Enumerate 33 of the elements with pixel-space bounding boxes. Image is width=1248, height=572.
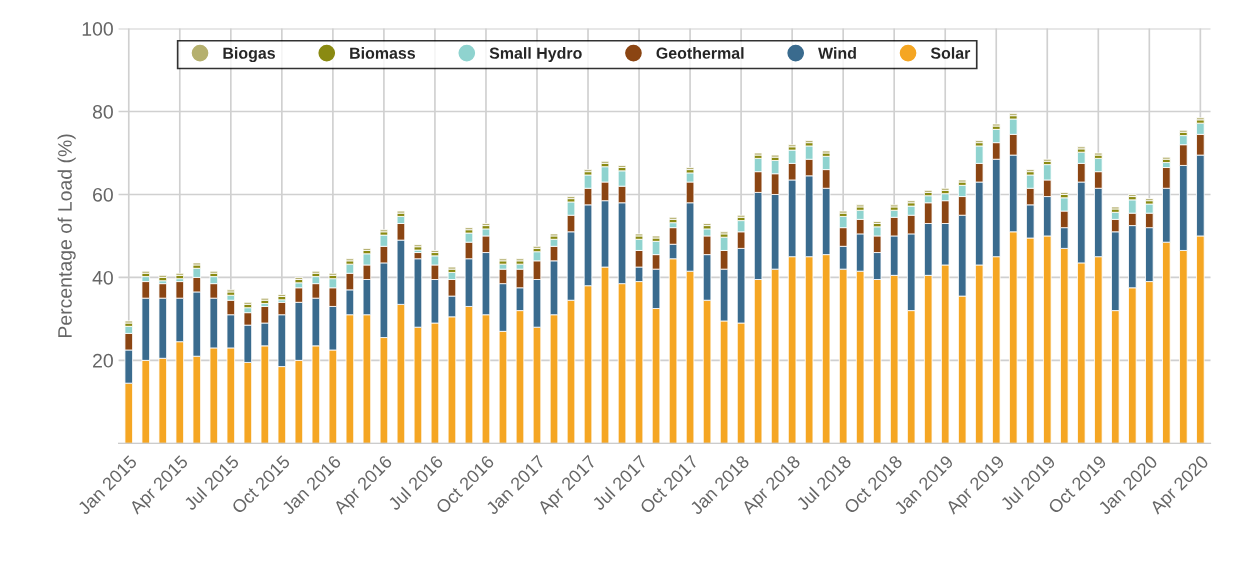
bar [175,272,185,276]
bar [362,247,372,251]
bar [1043,158,1052,162]
y-tick-label: 100 [82,22,113,36]
bar [923,189,933,193]
legend-label: Small Hydro [489,47,582,63]
legend-label: Wind [818,47,856,59]
bar [617,165,627,168]
bar [872,221,882,224]
bar [328,272,338,276]
bar [430,250,440,253]
bar [158,274,168,278]
bar [1060,191,1069,195]
bar [294,277,304,280]
y-tick-label: 60 [93,187,113,202]
legend-label: Geothermal [656,47,744,59]
bar [702,223,712,226]
bar [243,301,253,305]
y-tick-label: 80 [92,105,113,119]
bar [532,245,542,249]
legend-label: Biogas [223,47,275,63]
bar [940,187,950,191]
y-tick-label: 20 [93,353,113,368]
bar [600,160,610,164]
bar [277,294,287,297]
bar [481,223,491,226]
legend-label: Solar [930,47,971,59]
legend-label: Biomass [350,47,416,59]
y-axis-title: Percentage of Load (%) [57,134,76,338]
y-tick-label: 40 [92,270,113,285]
bar [668,216,678,220]
bar [736,214,746,218]
bar [1128,194,1137,197]
